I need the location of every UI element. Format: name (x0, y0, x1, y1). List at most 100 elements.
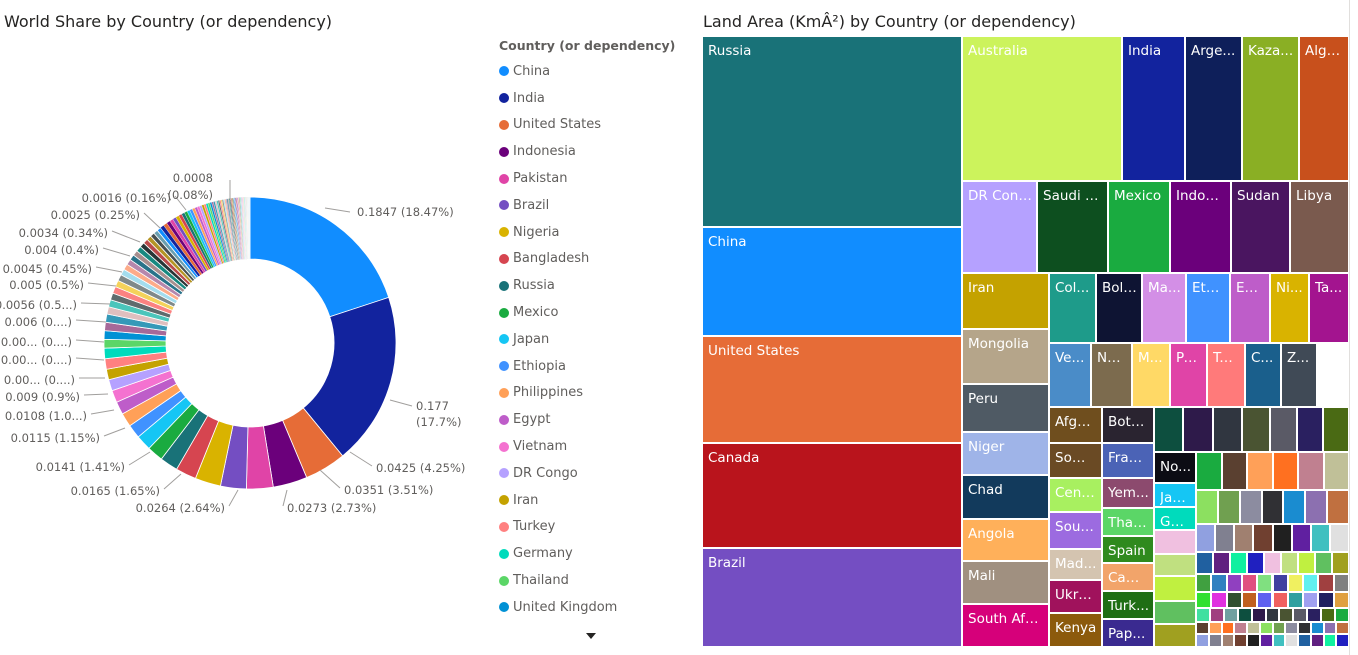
treemap-tile[interactable] (1213, 407, 1242, 452)
treemap-tile[interactable]: Libya (1290, 181, 1349, 273)
treemap-tile[interactable]: Eg... (1230, 273, 1270, 343)
treemap-tile[interactable] (1261, 490, 1284, 524)
treemap-tile[interactable] (1272, 524, 1292, 552)
legend-item[interactable]: Brazil (499, 192, 689, 219)
treemap-tile[interactable] (1154, 624, 1196, 647)
treemap-tile[interactable]: Australia (962, 36, 1122, 181)
legend-item[interactable]: United States (499, 112, 689, 139)
treemap-tile[interactable] (1242, 407, 1270, 452)
treemap-tile[interactable] (1247, 634, 1260, 647)
treemap-tile[interactable]: Mali (962, 561, 1049, 604)
legend-item[interactable]: Japan (499, 326, 689, 353)
treemap-tile[interactable]: Mongolia (962, 329, 1049, 384)
treemap-tile[interactable]: Alge... (1299, 36, 1349, 181)
legend-item[interactable]: Egypt (499, 406, 689, 433)
treemap-tile[interactable] (1208, 622, 1222, 634)
treemap-tile[interactable] (1226, 592, 1242, 608)
treemap-tile[interactable] (1310, 634, 1324, 647)
treemap-tile[interactable]: Arge... (1185, 36, 1242, 181)
treemap-tile[interactable] (1287, 592, 1304, 608)
treemap-tile[interactable]: Mad... (1049, 549, 1102, 580)
treemap-tile[interactable]: Turk... (1102, 591, 1154, 619)
treemap-tile[interactable] (1196, 452, 1222, 490)
treemap-tile[interactable]: Boli... (1096, 273, 1142, 343)
treemap-tile[interactable] (1285, 622, 1298, 634)
treemap-tile[interactable] (1154, 530, 1196, 554)
legend-item[interactable]: Bangladesh (499, 246, 689, 273)
treemap-tile[interactable]: Ge... (1154, 507, 1196, 530)
treemap-tile[interactable]: Spain (1102, 536, 1154, 563)
treemap-tile[interactable]: Peru (962, 384, 1049, 432)
legend-item[interactable]: Russia (499, 272, 689, 299)
treemap-tile[interactable] (1336, 634, 1349, 647)
treemap-tile[interactable] (1237, 608, 1252, 622)
treemap-tile[interactable] (1333, 592, 1349, 608)
treemap-tile[interactable] (1241, 592, 1258, 608)
treemap-tile[interactable] (1327, 490, 1349, 524)
treemap-tile[interactable]: Iran (962, 273, 1049, 329)
treemap-tile[interactable] (1154, 407, 1183, 452)
treemap-tile[interactable]: Bots... (1102, 407, 1154, 443)
treemap-tile[interactable] (1217, 490, 1240, 524)
legend-item[interactable]: Mexico (499, 299, 689, 326)
treemap-tile[interactable] (1298, 552, 1315, 574)
treemap-tile[interactable]: Indon... (1170, 181, 1231, 273)
treemap-tile[interactable] (1310, 622, 1324, 634)
treemap-tile[interactable] (1183, 407, 1213, 452)
treemap-tile[interactable] (1318, 574, 1334, 592)
treemap-tile[interactable] (1298, 452, 1324, 490)
treemap-tile[interactable] (1323, 622, 1337, 634)
legend-item[interactable]: Germany (499, 540, 689, 567)
treemap-tile[interactable] (1241, 574, 1258, 592)
treemap-tile[interactable] (1272, 592, 1288, 608)
treemap-tile[interactable] (1196, 592, 1212, 608)
treemap-tile[interactable]: Z... (1281, 343, 1317, 407)
treemap-tile[interactable] (1315, 552, 1332, 574)
treemap-tile[interactable]: M... (1132, 343, 1170, 407)
treemap-tile[interactable] (1259, 634, 1273, 647)
treemap-tile[interactable] (1196, 622, 1209, 634)
legend-item[interactable]: China (499, 58, 689, 85)
treemap-tile[interactable] (1230, 552, 1247, 574)
treemap-tile[interactable]: Chad (962, 475, 1049, 519)
treemap-tile[interactable] (1298, 634, 1311, 647)
treemap-tile[interactable]: Yem... (1102, 478, 1154, 508)
treemap-tile[interactable]: C... (1245, 343, 1281, 407)
treemap-tile[interactable] (1223, 608, 1238, 622)
treemap-tile[interactable] (1208, 634, 1222, 647)
treemap-tile[interactable]: India (1122, 36, 1185, 181)
legend-item[interactable]: India (499, 85, 689, 112)
legend-item[interactable]: Nigeria (499, 219, 689, 246)
treemap-tile[interactable]: Saudi A... (1037, 181, 1108, 273)
treemap-tile[interactable]: Thail... (1102, 508, 1154, 536)
treemap-tile[interactable] (1323, 452, 1349, 490)
treemap-tile[interactable] (1291, 524, 1311, 552)
treemap-tile[interactable]: Cam... (1102, 563, 1154, 591)
treemap-tile[interactable]: South Africa (962, 604, 1049, 647)
chevron-down-icon[interactable] (586, 633, 596, 639)
treemap-tile[interactable] (1270, 407, 1297, 452)
treemap-tile[interactable] (1272, 622, 1286, 634)
treemap-tile[interactable] (1336, 622, 1349, 634)
treemap-tile[interactable]: DR Congo (962, 181, 1037, 273)
treemap-tile[interactable] (1310, 524, 1330, 552)
treemap-tile[interactable] (1213, 552, 1230, 574)
treemap-tile[interactable] (1196, 490, 1218, 524)
treemap-tile[interactable] (1265, 608, 1280, 622)
treemap-tile[interactable] (1196, 574, 1212, 592)
treemap-tile[interactable] (1226, 574, 1242, 592)
treemap-tile[interactable] (1335, 608, 1349, 622)
treemap-tile[interactable]: Cent... (1049, 478, 1102, 512)
legend-item[interactable]: Iran (499, 487, 689, 514)
treemap-tile[interactable]: Pa... (1170, 343, 1207, 407)
donut-slice-china[interactable] (249, 196, 390, 318)
treemap-tile[interactable]: Russia (702, 36, 962, 227)
treemap-tile[interactable]: Eth... (1186, 273, 1230, 343)
legend-item[interactable]: Indonesia (499, 138, 689, 165)
treemap-tile[interactable] (1247, 552, 1264, 574)
treemap-tile[interactable] (1196, 552, 1213, 574)
treemap-tile[interactable] (1253, 524, 1273, 552)
treemap-tile[interactable] (1272, 574, 1288, 592)
treemap-tile[interactable] (1221, 622, 1235, 634)
treemap-tile[interactable] (1279, 608, 1294, 622)
